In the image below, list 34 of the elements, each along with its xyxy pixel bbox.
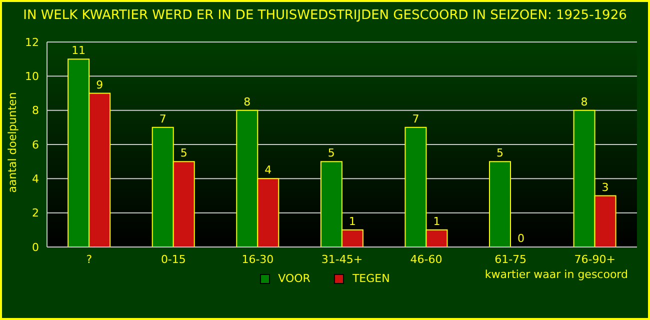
data-label: 0: [518, 232, 524, 245]
data-label: 8: [580, 95, 588, 108]
y-tick-label: 10: [25, 70, 39, 84]
text: VOOR: [277, 272, 310, 285]
data-label: 11: [72, 44, 86, 58]
x-tick-label: 76-90+: [574, 252, 616, 266]
data-label: 9: [96, 78, 104, 92]
x-axis-title: kwartier waar in gescoord: [484, 268, 628, 281]
x-tick-label: 46-60: [410, 252, 442, 266]
x-tick-label: 61-75: [494, 252, 527, 266]
legend-label: TEGEN: [351, 272, 390, 285]
data-label: 3: [602, 180, 609, 194]
data-label: 7: [159, 112, 166, 126]
data-label: 1: [433, 214, 440, 228]
chart-title: IN WELK KWARTIER WERD ER IN DE THUISWEDSTRIJDEN GESCOORD IN SEIZOEN: 1925-1926: [22, 8, 628, 23]
y-axis-title: aantal doelpunten: [6, 92, 19, 192]
y-tick-label: 12: [25, 36, 39, 49]
y-tick-label: 4: [32, 172, 39, 186]
data-label: 5: [328, 146, 335, 160]
y-tick-label: 0: [32, 240, 39, 254]
data-label: 5: [180, 146, 188, 160]
x-tick-label: ?: [86, 252, 92, 266]
y-tick-label: 2: [32, 206, 39, 220]
data-label: 7: [412, 112, 420, 126]
x-tick-label: 31-45+: [321, 252, 363, 266]
y-tick-label: 6: [32, 138, 39, 152]
x-tick-label: 0-15: [160, 252, 186, 266]
data-label: 8: [244, 95, 251, 108]
y-tick-label: 8: [32, 104, 39, 118]
data-label: 1: [348, 214, 356, 228]
bar: [489, 161, 511, 247]
x-tick-label: 16-30: [242, 252, 274, 266]
data-label: 5: [496, 146, 504, 160]
data-label: 4: [264, 164, 272, 177]
